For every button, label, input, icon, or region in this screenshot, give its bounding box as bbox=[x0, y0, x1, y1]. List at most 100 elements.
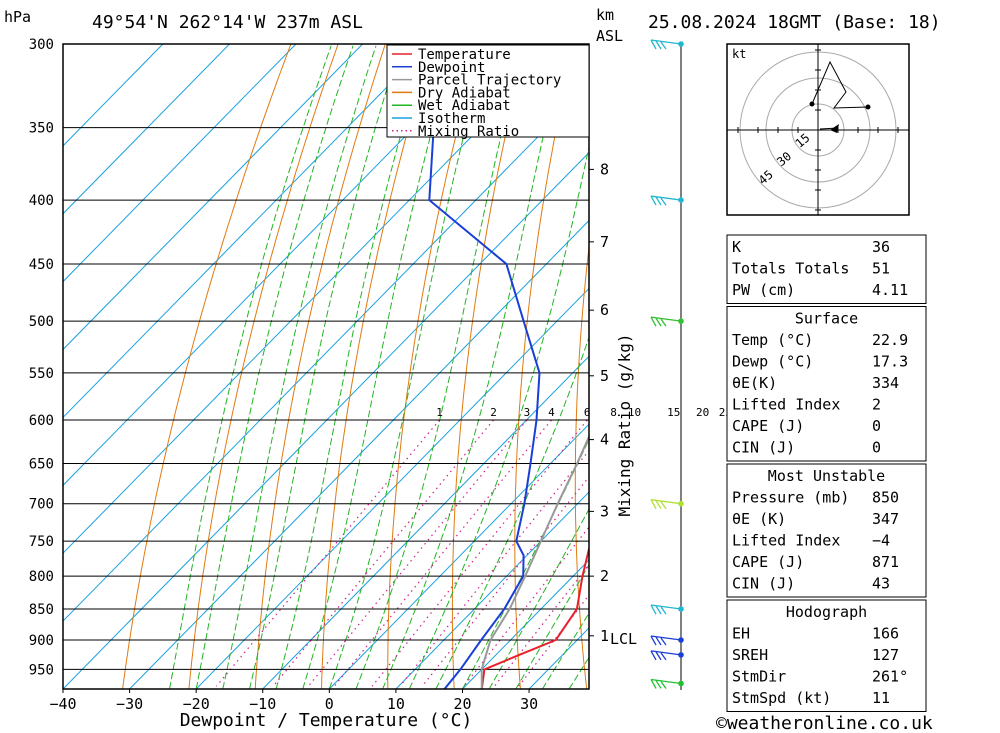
height-unit-km: km bbox=[596, 6, 614, 24]
legend-entry: Dry Adiabat bbox=[418, 85, 511, 101]
legend-entry: Temperature bbox=[418, 47, 511, 63]
dry-adiabat-line bbox=[254, 44, 386, 689]
table-row-label: Lifted Index bbox=[732, 532, 840, 550]
isotherm-line bbox=[63, 151, 589, 689]
table-row-label: Totals Totals bbox=[732, 260, 849, 278]
wind-barb bbox=[650, 678, 682, 689]
mixing-ratio-label: 4 bbox=[548, 406, 555, 419]
legend-entry: Mixing Ratio bbox=[418, 124, 519, 140]
table-row-label: StmDir bbox=[732, 668, 786, 686]
wet-adiabat-line bbox=[302, 45, 456, 689]
copyright: ©weatheronline.co.uk bbox=[716, 713, 933, 733]
temperature-profile bbox=[480, 544, 589, 689]
surface-table bbox=[726, 306, 927, 462]
isotherm-line bbox=[63, 44, 297, 283]
mixing-ratio-label: 8 bbox=[610, 406, 617, 419]
table-row-label: Pressure (mb) bbox=[732, 489, 849, 507]
indices-table bbox=[726, 234, 927, 304]
isotherm-line bbox=[63, 83, 589, 622]
dry-adiabat-line bbox=[387, 44, 481, 689]
dry-adiabat-line bbox=[188, 44, 339, 689]
table-row-label: StmSpd (kt) bbox=[732, 689, 831, 707]
table-row-value: 11 bbox=[872, 689, 890, 707]
table-row-label: θE(K) bbox=[732, 374, 777, 392]
table-row-value: 0 bbox=[872, 439, 881, 457]
wet-adiabat-line bbox=[488, 508, 589, 689]
table-row-value: 166 bbox=[872, 625, 899, 643]
isotherm-line bbox=[462, 559, 589, 689]
legend-entry: Dewpoint bbox=[418, 60, 485, 76]
wind-barb-dot bbox=[678, 318, 684, 324]
table-row-value: 334 bbox=[872, 374, 899, 392]
table-row-label: CIN (J) bbox=[732, 575, 795, 593]
table-row-label: CAPE (J) bbox=[732, 553, 804, 571]
table-row-value: 347 bbox=[872, 510, 899, 528]
temperature-tick-label: 10 bbox=[387, 695, 405, 713]
table-row-label: EH bbox=[732, 625, 750, 643]
table-row-label: Lifted Index bbox=[732, 396, 840, 414]
height-unit-asl: ASL bbox=[596, 27, 623, 45]
table-row-value: 22.9 bbox=[872, 331, 908, 349]
isotherm-line bbox=[63, 44, 164, 147]
table-row-value: 127 bbox=[872, 646, 899, 664]
temperature-tick-label: −30 bbox=[116, 695, 143, 713]
dry-adiabat-line bbox=[321, 44, 433, 689]
wet-adiabat-line bbox=[435, 335, 589, 689]
temperature-tick-label: 0 bbox=[325, 695, 334, 713]
mixing-ratio-label: 15 bbox=[667, 406, 680, 419]
pressure-tick-label: 300 bbox=[29, 37, 54, 53]
height-tick-label: 5 bbox=[600, 367, 609, 385]
wind-barb bbox=[650, 604, 682, 615]
mixing-ratio-line bbox=[307, 419, 528, 687]
pressure-tick-label: 950 bbox=[29, 662, 54, 678]
height-tick-label: 3 bbox=[600, 502, 609, 520]
table-row-value: 2 bbox=[872, 396, 881, 414]
legend-entry: Wet Adiabat bbox=[418, 98, 511, 114]
table-row-label: CAPE (J) bbox=[732, 417, 804, 435]
hodograph-unit: kt bbox=[732, 47, 746, 61]
mixing-ratio-label: 6 bbox=[584, 406, 591, 419]
mixing-ratio-label: 1 bbox=[436, 406, 443, 419]
dry-adiabat-line bbox=[951, 44, 1000, 689]
dry-adiabat-line bbox=[634, 44, 669, 689]
height-tick-label: 4 bbox=[600, 431, 609, 449]
table-row-label: θE (K) bbox=[732, 510, 786, 528]
isotherm-line bbox=[63, 44, 230, 215]
skewt-plot: 1 2 3 4 6 8 10 15 20 2530035040045050055060065070… bbox=[29, 37, 1000, 713]
temperature-tick-label: −40 bbox=[49, 695, 76, 713]
pressure-tick-label: 600 bbox=[29, 413, 54, 429]
dry-adiabat-line bbox=[451, 44, 528, 689]
wind-barb bbox=[650, 195, 682, 206]
mixing-ratio-line bbox=[463, 526, 589, 687]
wind-barb bbox=[650, 635, 682, 646]
most-unstable-table-title: Most Unstable bbox=[768, 467, 885, 485]
height-tick-label: 6 bbox=[600, 301, 609, 319]
height-tick-label: 1 bbox=[600, 627, 609, 645]
table-row-label: SREH bbox=[732, 646, 768, 664]
hodograph-trace bbox=[811, 60, 869, 109]
table-row-value: 36 bbox=[872, 238, 890, 256]
mixing-ratio-line bbox=[371, 419, 588, 687]
isotherm-line bbox=[328, 423, 589, 689]
temperature-tick-label: 30 bbox=[520, 695, 538, 713]
datetime-title: 25.08.2024 18GMT (Base: 18) bbox=[648, 12, 941, 33]
wet-adiabat-line bbox=[382, 45, 565, 689]
legend-entry: Isotherm bbox=[418, 111, 485, 127]
mixing-ratio-line bbox=[215, 419, 441, 687]
mixing-ratio-line bbox=[272, 419, 494, 687]
pressure-tick-label: 900 bbox=[29, 633, 54, 649]
mixing-ratio-line bbox=[493, 563, 589, 687]
x-axis-title: Dewpoint / Temperature (°C) bbox=[180, 710, 473, 731]
pressure-tick-label: 800 bbox=[29, 569, 54, 585]
mixing-ratio-line bbox=[333, 419, 552, 687]
isotherm-line bbox=[129, 219, 589, 689]
hodograph-stats-table bbox=[726, 599, 927, 712]
dry-adiabat-line bbox=[122, 44, 292, 689]
isotherm-line bbox=[63, 44, 363, 351]
hodograph-stats-table-title: Hodograph bbox=[786, 603, 867, 621]
height-tick-label: 8 bbox=[600, 160, 609, 178]
pressure-tick-label: 400 bbox=[29, 193, 54, 209]
isotherm-line bbox=[63, 44, 563, 554]
